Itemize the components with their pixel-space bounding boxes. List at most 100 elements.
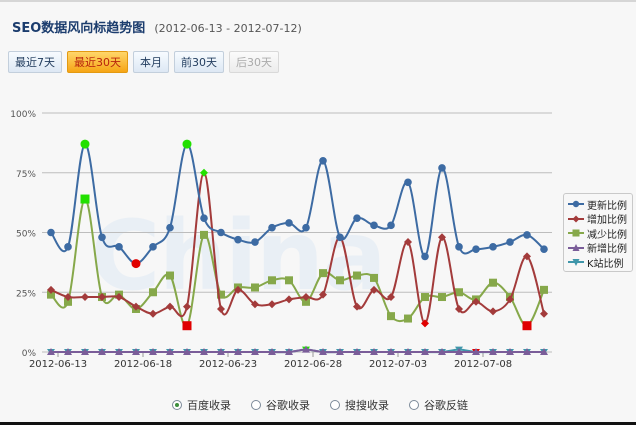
data-point: [302, 297, 310, 306]
data-point: [455, 288, 463, 297]
data-point: [234, 348, 242, 355]
data-point: [64, 297, 72, 306]
data-point: [353, 214, 361, 222]
radio-circle-icon[interactable]: [330, 400, 340, 410]
data-point: [506, 295, 514, 304]
data-point: [234, 285, 242, 294]
data-point: [47, 290, 55, 299]
data-point: [98, 348, 106, 355]
data-point: [421, 319, 429, 328]
legend-item-new[interactable]: 新增比例: [568, 241, 632, 256]
data-point: [302, 345, 310, 353]
radio-circle-icon[interactable]: [172, 400, 182, 410]
data-point: [182, 139, 192, 149]
legend-item-increase[interactable]: 增加比例: [568, 212, 632, 226]
trend-chart: 0% 25% 50% 75% 100% 2012-06-13 2012-06-18 2012-…: [10, 110, 552, 370]
legend-item-decrease[interactable]: 减少比例: [568, 226, 632, 241]
data-point: [438, 164, 446, 172]
x-tick-label: 2012-07-03: [369, 359, 427, 370]
data-point: [336, 233, 344, 242]
square-marker-icon: [568, 229, 584, 237]
data-point: [268, 348, 276, 355]
data-point: [200, 348, 208, 355]
data-point: [336, 276, 344, 285]
data-point: [421, 252, 429, 261]
data-point: [438, 293, 446, 302]
data-point: [387, 348, 395, 355]
data-point: [387, 221, 395, 230]
data-point: [115, 243, 123, 251]
data-point: [200, 214, 208, 222]
data-point: [438, 348, 446, 355]
data-point: [47, 285, 55, 294]
data-point: [251, 348, 259, 355]
y-tick-label: 25%: [16, 289, 36, 299]
data-point: [370, 221, 378, 230]
data-point: [183, 302, 191, 311]
next-30-days-button: 后30天: [229, 51, 279, 73]
radio-circle-icon[interactable]: [409, 400, 419, 410]
data-point: [319, 290, 327, 299]
data-point: [47, 348, 55, 355]
data-point: [489, 278, 497, 287]
data-point: [421, 293, 429, 302]
top-border: [0, 0, 636, 2]
previous-30-days-button[interactable]: 前30天: [174, 51, 224, 73]
data-point: [132, 302, 140, 311]
data-point: [81, 348, 89, 355]
data-point: [115, 348, 123, 355]
data-point: [131, 259, 141, 269]
data-point: [472, 245, 480, 254]
data-point: [217, 304, 225, 313]
legend-label: 新增比例: [587, 244, 627, 256]
chart-header: SEO数据风向标趋势图 (2012-06-13 - 2012-07-12): [12, 17, 302, 36]
last-30-days-button[interactable]: 最近30天: [67, 51, 128, 73]
data-point: [472, 348, 480, 355]
data-point: [80, 139, 90, 149]
data-point: [522, 321, 532, 331]
triangle-down-marker-icon: [568, 259, 584, 267]
radio-label: 谷歌反链: [424, 399, 468, 412]
data-point: [149, 309, 157, 318]
circle-marker-icon: [568, 201, 584, 208]
triangle-marker-icon: [568, 243, 584, 251]
radio-label: 百度收录: [187, 399, 231, 412]
this-month-button[interactable]: 本月: [133, 51, 169, 73]
data-point: [489, 348, 497, 355]
legend-label: K站比例: [587, 258, 624, 270]
x-tick-label: 2012-06-13: [29, 359, 87, 370]
last-7-days-button[interactable]: 最近7天: [8, 51, 62, 73]
data-point: [438, 233, 446, 242]
data-point: [353, 271, 361, 280]
data-point: [285, 295, 293, 304]
data-point: [268, 300, 276, 309]
source-radio-group: 百度收录 谷歌收录 搜搜收录 谷歌反链: [172, 397, 468, 413]
radio-google-backlinks[interactable]: 谷歌反链: [409, 397, 468, 413]
radio-baidu-index[interactable]: 百度收录: [172, 397, 231, 413]
data-point: [183, 348, 191, 355]
data-point: [319, 348, 327, 355]
data-point: [166, 348, 174, 355]
data-point: [251, 283, 259, 292]
data-point: [302, 223, 310, 232]
data-point: [285, 219, 293, 227]
data-point: [455, 348, 463, 355]
data-point: [64, 243, 72, 251]
radio-google-index[interactable]: 谷歌收录: [251, 397, 310, 413]
data-point: [404, 178, 412, 187]
y-tick-label: 50%: [16, 230, 36, 240]
legend-item-update[interactable]: 更新比例: [568, 197, 632, 212]
data-point: [455, 304, 463, 313]
radio-circle-icon[interactable]: [251, 400, 261, 410]
data-point: [370, 273, 378, 282]
x-tick-label: 2012-06-28: [284, 359, 342, 370]
data-point: [489, 307, 497, 316]
data-point: [200, 168, 208, 177]
data-point: [387, 312, 395, 321]
chart-legend: 更新比例 增加比例 减少比例 新增比例 K站比例: [563, 193, 633, 272]
data-point: [387, 293, 395, 302]
data-point: [217, 290, 225, 299]
data-point: [166, 271, 174, 280]
legend-item-k[interactable]: K站比例: [568, 255, 632, 270]
radio-soso-index[interactable]: 搜搜收录: [330, 397, 389, 413]
